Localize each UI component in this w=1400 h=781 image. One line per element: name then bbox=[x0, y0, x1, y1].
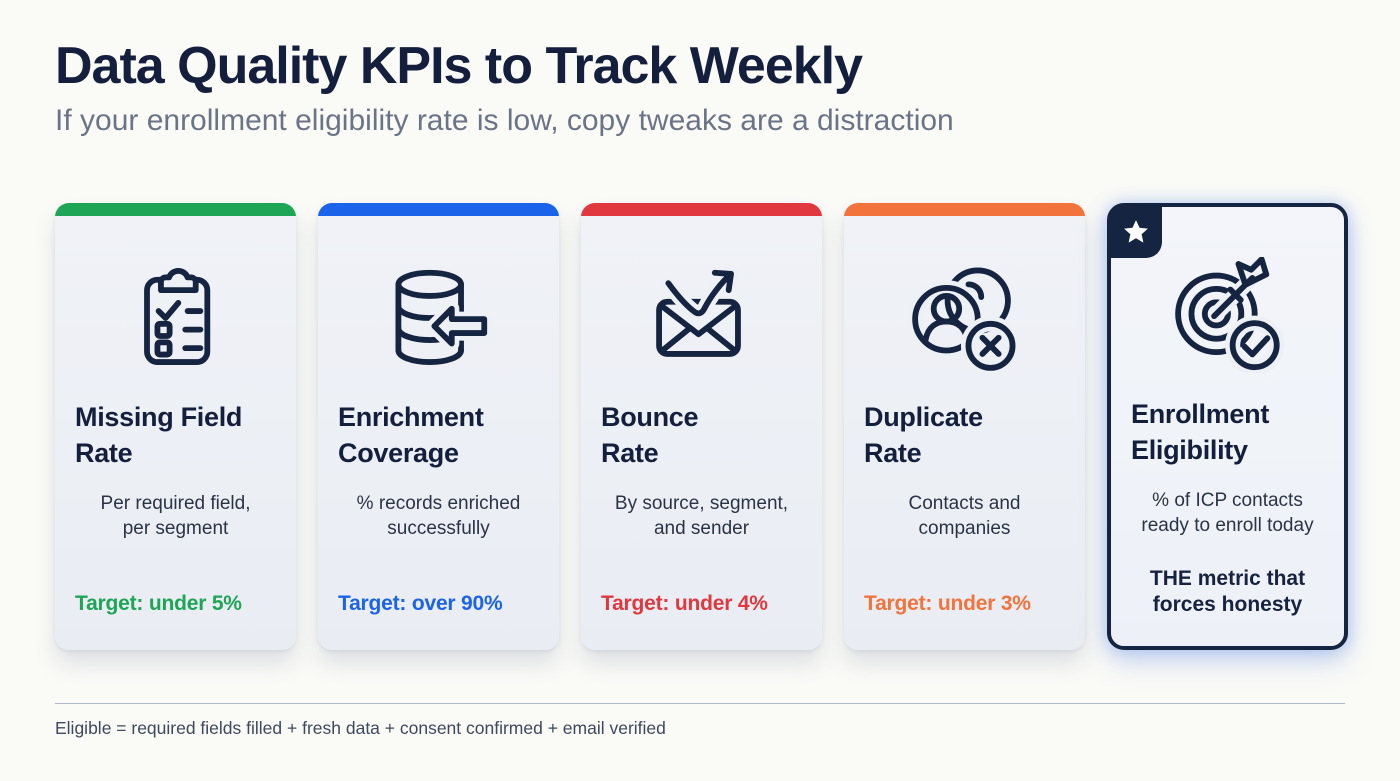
kpi-title: Missing Field Rate bbox=[75, 402, 243, 469]
card-accent-bar bbox=[844, 203, 1085, 217]
duplicate-contacts-icon bbox=[907, 260, 1023, 376]
star-icon bbox=[1123, 219, 1148, 243]
kpi-target: Target: under 5% bbox=[75, 592, 242, 616]
card-body: Missing Field Rate Per required field, p… bbox=[55, 216, 296, 650]
target-arrow-check-icon bbox=[1170, 257, 1286, 374]
kpi-description: Per required field, per segment bbox=[100, 493, 251, 539]
kpi-description: % records enriched successfully bbox=[356, 493, 521, 539]
kpi-card-bounce-rate: Bounce Rate By source, segment, and send… bbox=[581, 203, 822, 651]
kpi-description: Contacts and companies bbox=[908, 493, 1021, 539]
kpi-description: % of ICP contacts ready to enroll today bbox=[1141, 490, 1314, 536]
kpi-target: Target: under 4% bbox=[601, 592, 768, 616]
card-body: Enrichment Coverage % records enriched s… bbox=[318, 216, 559, 650]
database-import-icon bbox=[381, 260, 497, 376]
kpi-note: THE metric that forces honesty bbox=[1149, 566, 1306, 616]
kpi-description: By source, segment, and sender bbox=[614, 493, 789, 539]
card-accent-bar bbox=[318, 203, 559, 217]
kpi-target: Target: under 3% bbox=[864, 592, 1031, 616]
kpi-title: Duplicate Rate bbox=[864, 402, 983, 469]
page-subtitle: If your enrollment eligibility rate is l… bbox=[55, 104, 954, 138]
kpi-card-enrichment-coverage: Enrichment Coverage % records enriched s… bbox=[318, 203, 559, 651]
star-badge bbox=[1109, 205, 1162, 259]
kpi-cards-row: Missing Field Rate Per required field, p… bbox=[55, 203, 1348, 651]
kpi-card-missing-field-rate: Missing Field Rate Per required field, p… bbox=[55, 203, 296, 651]
card-body: Bounce Rate By source, segment, and send… bbox=[581, 216, 822, 650]
card-accent-bar bbox=[581, 203, 822, 217]
kpi-card-duplicate-rate: Duplicate Rate Contacts and companies Ta… bbox=[844, 203, 1085, 651]
page-title: Data Quality KPIs to Track Weekly bbox=[55, 37, 863, 95]
kpi-target: Target: over 90% bbox=[338, 592, 503, 616]
footer-note: Eligible = required fields filled + fres… bbox=[55, 718, 666, 739]
kpi-title: Bounce Rate bbox=[601, 402, 699, 469]
slide: Data Quality KPIs to Track Weekly If you… bbox=[55, 37, 1348, 739]
kpi-title: Enrichment Coverage bbox=[338, 402, 484, 469]
card-accent-bar bbox=[55, 203, 296, 217]
clipboard-checklist-icon bbox=[118, 260, 234, 376]
email-bounce-icon bbox=[644, 260, 760, 376]
divider bbox=[55, 703, 1345, 705]
kpi-title: Enrollment Eligibility bbox=[1131, 399, 1270, 466]
card-body: Duplicate Rate Contacts and companies Ta… bbox=[844, 216, 1085, 650]
kpi-card-enrollment-eligibility: Enrollment Eligibility % of ICP contacts… bbox=[1107, 203, 1348, 651]
card-body: Enrollment Eligibility % of ICP contacts… bbox=[1111, 207, 1344, 646]
